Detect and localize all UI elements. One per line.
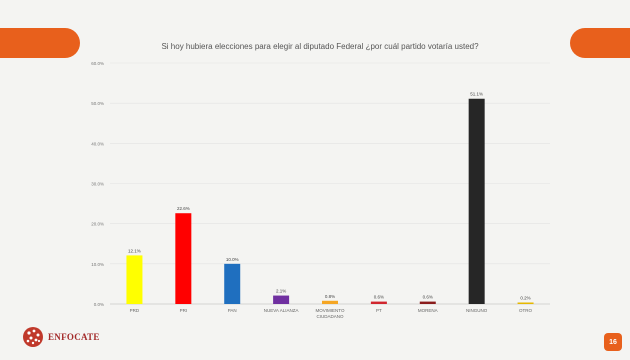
bar-value-label: 2.1% xyxy=(276,289,286,294)
bar xyxy=(126,255,143,304)
bar xyxy=(370,301,387,304)
bar-value-label: 22.6% xyxy=(177,206,190,211)
x-tick-label: NUEVA ALIANZA xyxy=(264,308,299,313)
y-tick-label: 20.0% xyxy=(91,222,104,227)
bar xyxy=(224,263,241,304)
bar xyxy=(468,98,485,304)
bar-value-label: 51.1% xyxy=(470,92,483,97)
x-tick-label: NINGUNO xyxy=(466,308,488,313)
x-tick-label: PRI xyxy=(180,308,188,313)
x-tick-label: PAN xyxy=(228,308,237,313)
page-number: 16 xyxy=(604,333,622,351)
y-tick-label: 0.0% xyxy=(94,302,104,307)
bar-value-label: 12.1% xyxy=(128,248,141,253)
bar-value-label: 0.6% xyxy=(374,295,384,300)
x-tick-label: PRD xyxy=(130,308,140,313)
y-tick-label: 30.0% xyxy=(91,182,104,187)
x-tick-label: OTRO xyxy=(519,308,532,313)
accent-tab-left xyxy=(0,28,80,58)
y-tick-label: 10.0% xyxy=(91,262,104,267)
bar xyxy=(273,295,290,304)
chart-title: Si hoy hubiera elecciones para elegir al… xyxy=(161,42,479,51)
x-tick-label: PT xyxy=(376,308,382,313)
bar xyxy=(517,302,534,304)
y-tick-label: 60.0% xyxy=(91,61,104,66)
logo-text: ENFOCATE xyxy=(48,332,100,342)
bar-value-label: 0.8% xyxy=(325,294,335,299)
bar xyxy=(419,301,436,304)
logo-globe-icon xyxy=(23,327,43,347)
x-tick-label: MOVIMIENTO CIUDADANO xyxy=(316,308,345,319)
bar-value-label: 10.0% xyxy=(226,257,239,262)
y-tick-label: 50.0% xyxy=(91,101,104,106)
bar-value-label: 0.6% xyxy=(423,295,433,300)
bar xyxy=(175,213,192,304)
accent-tab-right xyxy=(570,28,630,58)
bar-value-label: 0.2% xyxy=(520,296,530,301)
y-tick-label: 40.0% xyxy=(91,141,104,146)
x-tick-label: MORENA xyxy=(418,308,438,313)
enfocate-logo: ENFOCATE xyxy=(22,326,100,348)
bar xyxy=(322,300,338,304)
